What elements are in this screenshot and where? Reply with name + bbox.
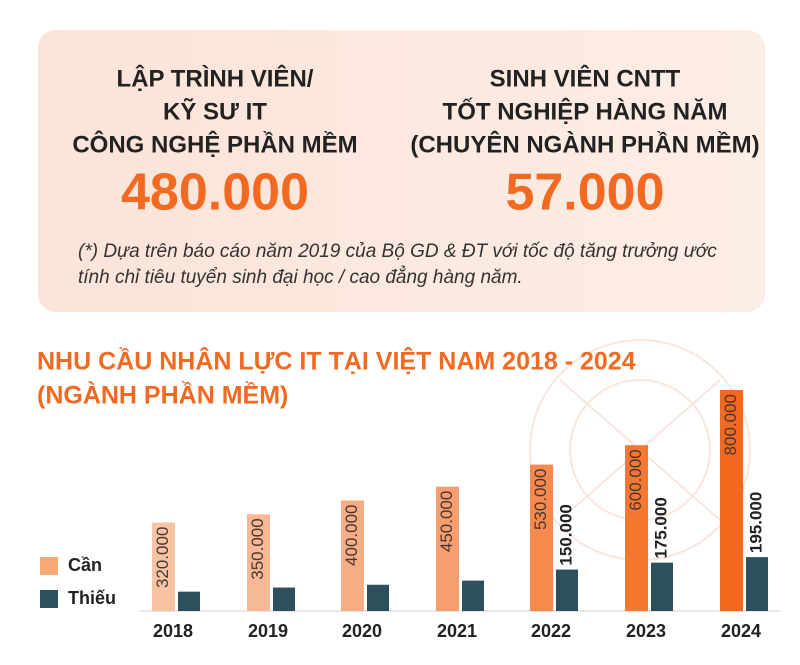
- bar: [530, 464, 553, 611]
- stat-label: KỸ SƯ IT: [163, 97, 267, 125]
- x-tick-label: 2020: [342, 621, 382, 641]
- bar: [341, 500, 364, 611]
- note-line: tính chỉ tiêu tuyển sinh đại học / cao đ…: [78, 266, 523, 288]
- legend-swatch: [40, 590, 58, 608]
- chart-title: NHU CẦU NHÂN LỰC IT TẠI VIỆT NAM 2018 - …: [37, 346, 636, 376]
- bar: [625, 445, 648, 611]
- x-tick-label: 2021: [437, 621, 477, 641]
- x-tick-label: 2022: [531, 621, 571, 641]
- bar: [746, 557, 768, 611]
- stat-label: TỐT NGHIỆP HÀNG NĂM: [443, 97, 728, 125]
- chart-title: (NGÀNH PHẦN MỀM): [37, 381, 288, 410]
- bar: [152, 522, 175, 611]
- bar: [178, 591, 200, 611]
- bar: [720, 390, 743, 611]
- value-label: 195.000: [746, 492, 765, 553]
- bar: [247, 514, 270, 611]
- stat-value: 57.000: [505, 164, 664, 222]
- stat-label: CÔNG NGHỆ PHẦN MỀM: [72, 130, 357, 158]
- stat-label: LẬP TRÌNH VIÊN/: [117, 64, 314, 92]
- stat-label: SINH VIÊN CNTT: [490, 64, 681, 92]
- value-label: 800.000: [721, 394, 740, 455]
- value-label: 350.000: [248, 518, 267, 579]
- bar: [367, 584, 389, 611]
- stat-label: (CHUYÊN NGÀNH PHẦN MỀM): [410, 130, 759, 158]
- x-tick-label: 2024: [721, 621, 761, 641]
- value-label: 450.000: [437, 491, 456, 552]
- note-line: (*) Dựa trên báo cáo năm 2019 của Bộ GD …: [78, 241, 717, 262]
- bar: [273, 587, 295, 611]
- bar: [462, 580, 484, 611]
- bar: [556, 569, 578, 611]
- legend-label: Thiếu: [68, 588, 116, 608]
- bar: [436, 486, 459, 611]
- value-label: 320.000: [153, 527, 172, 588]
- x-tick-label: 2018: [153, 621, 193, 641]
- legend-label: Cần: [68, 555, 102, 575]
- value-label: 175.000: [651, 497, 670, 558]
- value-label: 600.000: [626, 449, 645, 510]
- stats-card: [38, 30, 765, 312]
- value-label: 530.000: [531, 469, 550, 530]
- bar: [651, 562, 673, 611]
- x-tick-label: 2019: [248, 621, 288, 641]
- value-label: 150.000: [556, 504, 575, 565]
- stat-value: 480.000: [121, 164, 309, 222]
- x-tick-label: 2023: [626, 621, 666, 641]
- value-label: 400.000: [342, 505, 361, 566]
- legend-swatch: [40, 557, 58, 575]
